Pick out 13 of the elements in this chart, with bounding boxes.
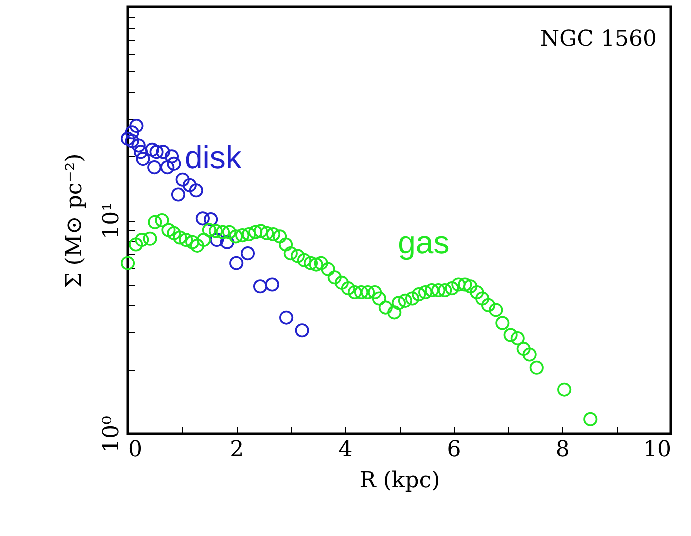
x-tick-label: 6 [447,438,462,462]
x-tick-label: 4 [338,438,353,462]
annotation: NGC 1560 [540,27,657,52]
series-label: gas [398,224,450,261]
x-axis-title: R (kpc) [360,468,440,494]
y-tick-label: 10¹ [100,202,124,240]
x-tick-label: 0 [128,438,142,462]
x-tick-label: 2 [230,438,244,462]
y-axis-title: Σ (M⊙ pc⁻²) [62,154,88,288]
series-label: disk [185,140,243,176]
y-tick-label: 10⁰ [100,416,124,453]
x-tick-label: 8 [556,438,570,462]
x-tick-label: 10 [644,438,672,462]
